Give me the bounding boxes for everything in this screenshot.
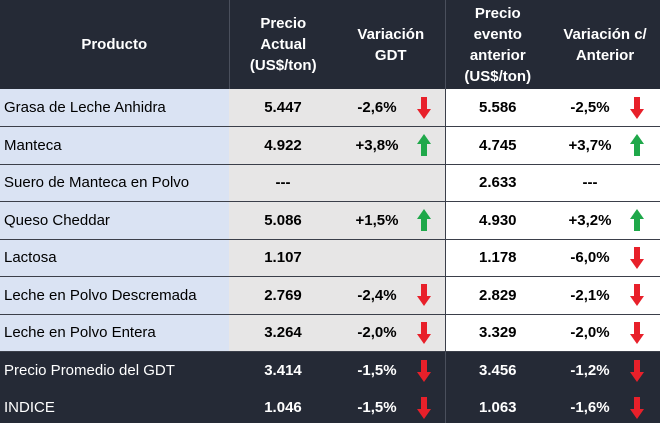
cell-precio-actual: 3.264 — [229, 314, 337, 352]
table-row: Manteca 4.922 +3,8% 4.745 +3,7% — [0, 126, 660, 165]
header-precio-anterior: Precio evento anterior (US$/ton) — [445, 0, 551, 89]
cell-producto: Lactosa — [0, 239, 229, 277]
cell-precio-anterior: 1.178 — [445, 239, 551, 277]
cell-arrow-gdt — [417, 164, 446, 202]
cell-precio-actual: --- — [229, 164, 337, 202]
table-body: Grasa de Leche Anhidra 5.447 -2,6% 5.586 -2,… — [0, 89, 660, 423]
cell-producto: Leche en Polvo Descremada — [0, 276, 229, 315]
cell-variacion-gdt: -2,0% — [337, 314, 417, 352]
table-row: INDICE 1.046 -1,5% 1.063 -1,6% — [0, 389, 660, 423]
down-arrow-icon — [417, 396, 431, 419]
header-row: Producto Precio Actual (US$/ton) Variaci… — [0, 0, 660, 89]
cell-arrow-gdt — [417, 351, 446, 389]
cell-variacion-gdt: -2,4% — [337, 276, 417, 315]
cell-arrow-anterior — [630, 239, 660, 277]
cell-arrow-gdt — [417, 389, 446, 423]
cell-variacion-anterior: +3,7% — [550, 126, 631, 165]
down-arrow-icon — [417, 284, 431, 307]
cell-precio-anterior: 4.745 — [445, 126, 551, 165]
cell-variacion-anterior: +3,2% — [550, 201, 631, 240]
down-arrow-icon — [630, 284, 645, 307]
cell-variacion-gdt — [337, 164, 417, 202]
cell-precio-anterior: 3.456 — [445, 351, 551, 389]
header-variacion-gdt: Variación GDT — [337, 0, 446, 89]
cell-variacion-anterior: -1,6% — [550, 389, 631, 423]
down-arrow-icon — [417, 96, 431, 119]
up-arrow-icon — [417, 134, 431, 157]
cell-producto: INDICE — [0, 389, 229, 423]
cell-variacion-anterior: -2,0% — [550, 314, 631, 352]
down-arrow-icon — [630, 246, 645, 269]
cell-arrow-anterior — [630, 314, 660, 352]
down-arrow-icon — [630, 359, 645, 382]
cell-producto: Precio Promedio del GDT — [0, 351, 229, 389]
cell-variacion-gdt: -1,5% — [337, 389, 417, 423]
table-row: Grasa de Leche Anhidra 5.447 -2,6% 5.586 -2,… — [0, 89, 660, 127]
table-row: Leche en Polvo Entera 3.264 -2,0% 3.329 -2,0… — [0, 314, 660, 352]
up-arrow-icon — [630, 209, 645, 232]
cell-variacion-anterior: --- — [550, 164, 631, 202]
cell-arrow-gdt — [417, 314, 446, 352]
up-arrow-icon — [630, 134, 645, 157]
cell-arrow-anterior — [630, 89, 660, 127]
cell-arrow-gdt — [417, 276, 446, 315]
cell-precio-anterior: 5.586 — [445, 89, 551, 127]
down-arrow-icon — [630, 396, 645, 419]
cell-precio-actual: 5.447 — [229, 89, 337, 127]
cell-variacion-anterior: -1,2% — [550, 351, 631, 389]
cell-producto: Manteca — [0, 126, 229, 165]
cell-arrow-gdt — [417, 201, 446, 240]
table-row: Lactosa 1.107 1.178 -6,0% — [0, 239, 660, 277]
cell-arrow-anterior — [630, 126, 660, 165]
cell-producto: Grasa de Leche Anhidra — [0, 89, 229, 127]
cell-variacion-gdt: -1,5% — [337, 351, 417, 389]
cell-precio-actual: 1.107 — [229, 239, 337, 277]
header-producto: Producto — [0, 0, 230, 89]
cell-precio-anterior: 4.930 — [445, 201, 551, 240]
cell-arrow-gdt — [417, 239, 446, 277]
header-precio-actual: Precio Actual (US$/ton) — [229, 0, 337, 89]
cell-arrow-gdt — [417, 89, 446, 127]
cell-precio-anterior: 1.063 — [445, 389, 551, 423]
cell-arrow-anterior — [630, 164, 660, 202]
cell-arrow-anterior — [630, 201, 660, 240]
cell-arrow-gdt — [417, 126, 446, 165]
up-arrow-icon — [417, 209, 431, 232]
down-arrow-icon — [417, 359, 431, 382]
cell-variacion-anterior: -6,0% — [550, 239, 631, 277]
cell-precio-anterior: 3.329 — [445, 314, 551, 352]
table-row: Leche en Polvo Descremada 2.769 -2,4% 2.829… — [0, 276, 660, 315]
down-arrow-icon — [417, 321, 431, 344]
down-arrow-icon — [630, 321, 645, 344]
cell-arrow-anterior — [630, 389, 660, 423]
table-row: Precio Promedio del GDT 3.414 -1,5% 3.456 -1… — [0, 351, 660, 389]
cell-precio-anterior: 2.633 — [445, 164, 551, 202]
cell-variacion-gdt: -2,6% — [337, 89, 417, 127]
cell-variacion-anterior: -2,5% — [550, 89, 631, 127]
cell-variacion-anterior: -2,1% — [550, 276, 631, 315]
cell-precio-actual: 2.769 — [229, 276, 337, 315]
header-variacion-anterior: Variación c/ Anterior — [550, 0, 660, 89]
cell-precio-actual: 5.086 — [229, 201, 337, 240]
down-arrow-icon — [630, 96, 645, 119]
cell-precio-actual: 1.046 — [229, 389, 337, 423]
cell-precio-actual: 3.414 — [229, 351, 337, 389]
cell-precio-actual: 4.922 — [229, 126, 337, 165]
table-row: Suero de Manteca en Polvo --- 2.633 --- — [0, 164, 660, 202]
cell-variacion-gdt — [337, 239, 417, 277]
cell-arrow-anterior — [630, 351, 660, 389]
cell-arrow-anterior — [630, 276, 660, 315]
cell-precio-anterior: 2.829 — [445, 276, 551, 315]
cell-producto: Queso Cheddar — [0, 201, 229, 240]
table-row: Queso Cheddar 5.086 +1,5% 4.930 +3,2% — [0, 201, 660, 240]
cell-producto: Leche en Polvo Entera — [0, 314, 229, 352]
cell-variacion-gdt: +3,8% — [337, 126, 417, 165]
cell-variacion-gdt: +1,5% — [337, 201, 417, 240]
cell-producto: Suero de Manteca en Polvo — [0, 164, 229, 202]
